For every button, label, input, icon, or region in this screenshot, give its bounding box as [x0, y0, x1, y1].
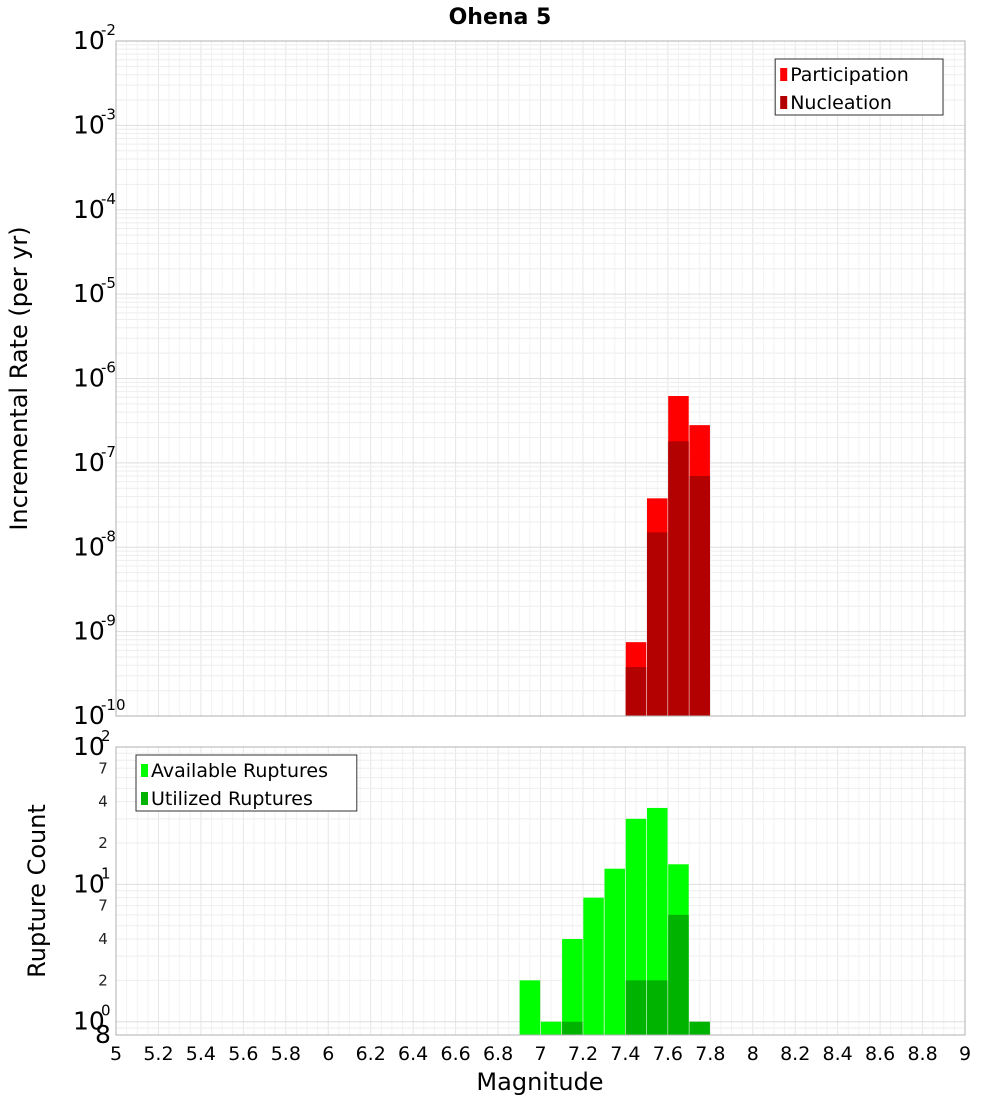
x-tick-labels: 5 5.2 5.4 5.6 5.8 6 6.2 6.4 6.6 6.8 7 7.2 7.4 7.6 7.8 8…	[110, 1043, 971, 1065]
y-tick-label: 10	[73, 110, 105, 139]
y-minor-tick-label: 8	[95, 1020, 111, 1049]
y-minor-tick-label: 2	[98, 971, 108, 989]
bar-b-7.55	[646, 532, 668, 716]
x-tick-label: 8.4	[823, 1043, 853, 1065]
y-tick-label: 10	[73, 364, 105, 393]
y-axis-label: Rupture Count	[23, 804, 51, 978]
bar-b-7.75	[689, 475, 710, 716]
legend-swatch	[141, 764, 148, 777]
y-tick-label: 10	[73, 279, 105, 308]
bar-a-7.25	[583, 897, 604, 1035]
y-axis-label: Incremental Rate (per yr)	[5, 226, 33, 530]
y-tick-label: 10	[73, 1007, 105, 1036]
bar-a-7.05	[540, 1021, 562, 1035]
x-tick-label: 7.6	[653, 1043, 683, 1065]
legend-entry: Utilized Ruptures	[151, 788, 313, 810]
legend-entry: Available Ruptures	[151, 760, 328, 782]
y-tick-label: 10	[73, 195, 105, 224]
y-tick-exponent: -7	[101, 443, 116, 461]
x-tick-label: 5.2	[143, 1043, 173, 1065]
bar-b-7.65	[668, 441, 689, 716]
x-tick-label: 5.4	[186, 1043, 216, 1065]
x-tick-label: 7.8	[695, 1043, 725, 1065]
y-tick-label: 10	[73, 617, 105, 646]
x-tick-label: 6.4	[398, 1043, 428, 1065]
y-tick-exponent: -5	[101, 274, 116, 292]
x-tick-label: 7	[534, 1043, 546, 1065]
x-tick-label: 8.8	[907, 1043, 937, 1065]
y-minor-tick-label: 7	[98, 759, 108, 777]
y-tick-label: 10	[73, 26, 105, 55]
legend-entry: Participation	[790, 64, 909, 86]
bars	[519, 807, 710, 1035]
x-tick-label: 9	[959, 1043, 971, 1065]
x-tick-label: 7.4	[610, 1043, 640, 1065]
y-tick-label: 10	[73, 448, 105, 477]
y-minor-tick-label: 2	[98, 834, 108, 852]
y-tick-label: 10	[73, 869, 105, 898]
y-tick-label: 10	[73, 732, 105, 761]
bar-a-7.55	[646, 807, 668, 1035]
x-tick-label: 5.8	[271, 1043, 301, 1065]
legend-box	[135, 754, 358, 812]
bars	[625, 396, 710, 716]
y-tick-exponent: -10	[101, 696, 126, 714]
x-tick-label: 5	[110, 1043, 122, 1065]
bar-b-7.15	[562, 1021, 583, 1035]
top-chart: 10-1010-910-810-710-610-510-410-310-2Inc…	[5, 21, 966, 730]
bar-b-7.55	[646, 980, 668, 1035]
legend-swatch	[780, 96, 788, 109]
legend-entry: Nucleation	[790, 92, 892, 114]
plot-border	[115, 40, 966, 717]
x-tick-label: 6	[322, 1043, 334, 1065]
legend-box	[774, 58, 944, 116]
y-tick-exponent: 2	[101, 727, 111, 745]
bar-b-7.65	[668, 914, 689, 1035]
x-tick-label: 8.2	[780, 1043, 810, 1065]
y-tick-exponent: -2	[101, 21, 116, 39]
plot-border	[115, 746, 966, 1036]
legend-swatch	[780, 68, 788, 81]
bar-a-7.15	[562, 939, 583, 1035]
y-tick-exponent: -3	[101, 105, 116, 123]
y-tick-label: 10	[73, 701, 105, 730]
y-tick-exponent: -6	[101, 359, 116, 377]
y-tick-exponent: 1	[101, 864, 111, 882]
legend: Participation Nucleation	[774, 58, 944, 116]
y-minor-tick-label: 7	[98, 897, 108, 915]
legend-swatch	[141, 792, 148, 805]
bar-a-6.95	[519, 980, 541, 1035]
bar-b-7.45	[625, 980, 647, 1035]
x-tick-label: 6.8	[483, 1043, 513, 1065]
bar-a-7.35	[604, 868, 626, 1035]
bar-b-7.45	[625, 667, 647, 716]
y-tick-label: 10	[73, 532, 105, 561]
chart-title: Ohena 5	[449, 5, 552, 30]
x-axis-label: Magnitude	[476, 1068, 603, 1096]
x-tick-label: 6.2	[356, 1043, 386, 1065]
x-tick-label: 7.2	[568, 1043, 598, 1065]
y-tick-exponent: -8	[101, 527, 116, 545]
y-tick-exponent: -4	[101, 190, 116, 208]
x-tick-label: 5.6	[228, 1043, 258, 1065]
x-tick-label: 8	[747, 1043, 759, 1065]
x-tick-label: 6.6	[440, 1043, 470, 1065]
y-minor-tick-label: 4	[98, 793, 108, 811]
y-minor-tick-label: 4	[98, 930, 108, 948]
y-tick-exponent: 0	[101, 1002, 111, 1020]
x-tick-label: 8.6	[865, 1043, 895, 1065]
y-tick-exponent: -9	[101, 612, 116, 630]
grid-lines	[115, 40, 966, 717]
legend: Available Ruptures Utilized Ruptures	[135, 754, 358, 812]
bar-b-7.75	[689, 1021, 710, 1035]
